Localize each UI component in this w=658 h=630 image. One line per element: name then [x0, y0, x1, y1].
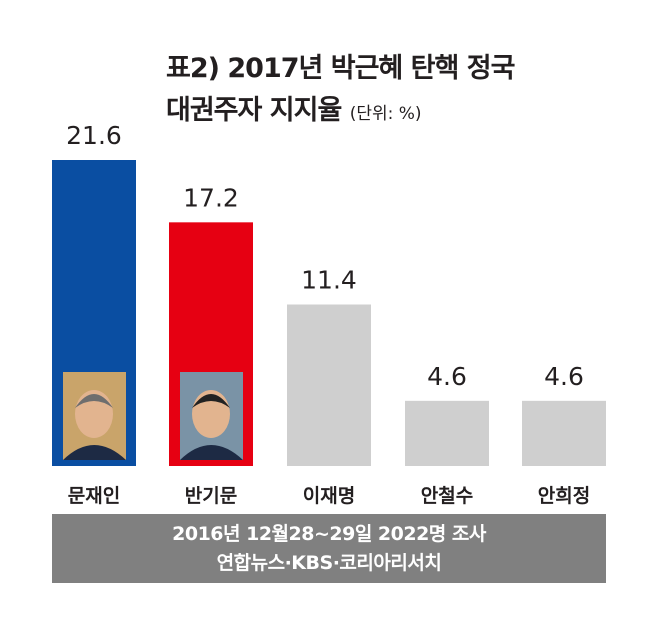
chart-title-line1: 표2) 2017년 박근혜 탄핵 정국 [166, 53, 515, 84]
survey-footer: 2016년 12월28~29일 2022명 조사 연합뉴스·KBS·코리아리서치 [52, 514, 606, 583]
category-label: 문재인 [68, 485, 120, 507]
bar-chart: 21.6 문재인 17.2 반기문 11.4 이재명 4.6 안철수 4.6 안희정 [52, 121, 606, 507]
value-label: 17.2 [183, 183, 239, 212]
candidate-photo [63, 372, 126, 460]
unit-label: (단위: %) [349, 104, 422, 124]
chart-title-line2: 대권주자 지지율 (단위: %) [166, 88, 422, 127]
survey-sources: 연합뉴스·KBS·코리아리서치 [216, 552, 442, 574]
bar-4 [405, 400, 489, 466]
bar-3 [287, 304, 371, 466]
value-label: 4.6 [427, 362, 467, 391]
category-label: 안철수 [421, 485, 473, 507]
value-label: 21.6 [66, 121, 122, 150]
candidate-photo [180, 372, 243, 460]
category-label: 반기문 [185, 485, 237, 507]
value-label: 4.6 [544, 362, 584, 391]
bar-5 [522, 400, 606, 466]
category-label: 안희정 [538, 485, 590, 507]
value-label: 11.4 [301, 266, 357, 295]
chart-title-text: 대권주자 지지율 [166, 95, 342, 126]
survey-info: 2016년 12월28~29일 2022명 조사 [172, 523, 486, 545]
category-label: 이재명 [303, 485, 355, 507]
